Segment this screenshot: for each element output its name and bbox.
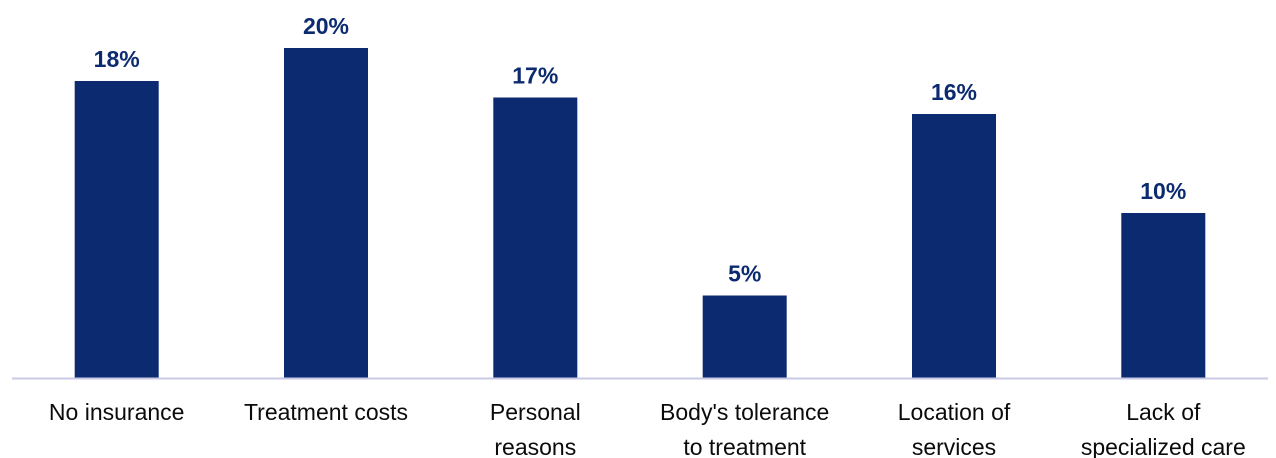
category-label-6-line-2: specialized care <box>1081 434 1246 458</box>
data-labels-group: 18% 20% 17% 5% 16% 10% <box>94 13 1187 287</box>
category-label-3-line-2: reasons <box>494 434 576 458</box>
bar-2 <box>284 48 368 378</box>
bar-1 <box>74 81 159 378</box>
category-label-2-line-1: Treatment costs <box>244 399 408 425</box>
category-label-3-line-1: Personal <box>490 399 581 425</box>
bars-group <box>74 48 1206 378</box>
data-label-5: 16% <box>931 79 977 105</box>
category-label-5-line-1: Location of <box>898 399 1011 425</box>
data-label-4: 5% <box>728 261 761 287</box>
category-label-4-line-2: to treatment <box>683 434 806 458</box>
bar-4 <box>702 295 787 378</box>
bar-6 <box>1121 213 1206 378</box>
category-label-4-line-1: Body's tolerance <box>660 399 829 425</box>
data-label-1: 18% <box>94 46 140 72</box>
category-label-5-line-2: services <box>912 434 996 458</box>
category-label-6-line-1: Lack of <box>1126 399 1201 425</box>
category-labels-group: No insurance Treatment costs Personal reaso… <box>49 399 1246 458</box>
bar-5 <box>912 114 996 378</box>
data-label-2: 20% <box>303 13 349 39</box>
data-label-6: 10% <box>1140 178 1186 204</box>
data-label-3: 17% <box>512 63 558 89</box>
category-label-1-line-1: No insurance <box>49 399 185 425</box>
bar-3 <box>493 97 578 378</box>
